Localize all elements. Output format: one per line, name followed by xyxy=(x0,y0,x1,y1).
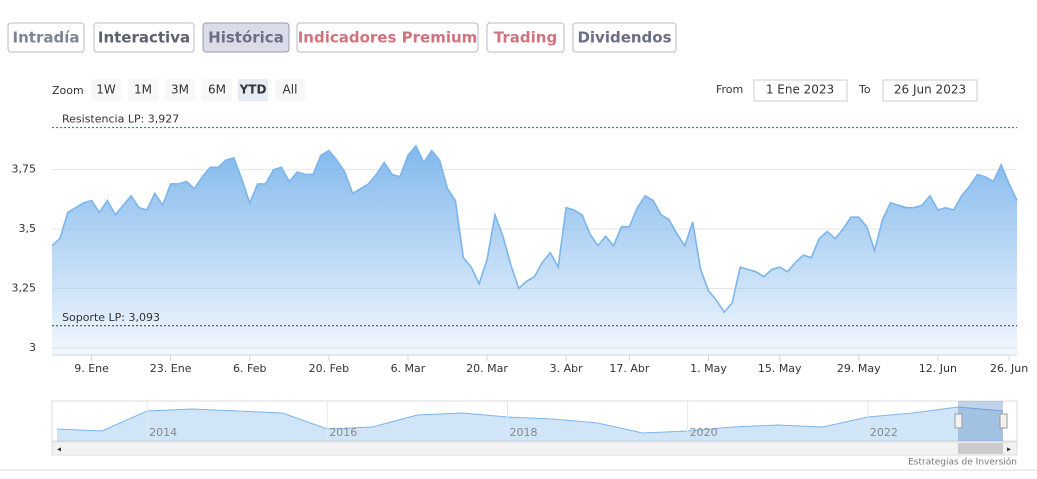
tab-label[interactable]: Histórica xyxy=(208,29,284,47)
x-tick-label: 29. May xyxy=(837,362,881,375)
navigator-label: 2020 xyxy=(690,426,718,439)
navigator-label: 2016 xyxy=(329,426,357,439)
zoom-button[interactable] xyxy=(275,79,305,101)
x-tick-label: 20. Feb xyxy=(309,362,349,375)
x-tick-label: 3. Abr xyxy=(550,362,583,375)
plot-line-label: Soporte LP: 3,093 xyxy=(62,311,160,324)
x-tick-label: 9. Ene xyxy=(74,362,109,375)
tab-label[interactable]: Dividendos xyxy=(577,29,671,47)
credits[interactable]: Estrategias de Inversión xyxy=(908,457,1017,468)
x-tick-label: 6. Feb xyxy=(233,362,266,375)
navigator-label: 2018 xyxy=(509,426,537,439)
tab-label[interactable]: Trading xyxy=(494,29,557,47)
from-value[interactable]: 1 Ene 2023 xyxy=(766,83,834,97)
zoom-button[interactable] xyxy=(165,79,195,101)
navigator-window[interactable] xyxy=(958,401,1003,441)
tab-label[interactable]: Indicadores Premium xyxy=(298,29,478,47)
to-value[interactable]: 26 Jun 2023 xyxy=(894,83,966,97)
x-tick-label: 26. Jun xyxy=(990,362,1028,375)
tab-button[interactable] xyxy=(202,22,290,53)
zoom-label: Zoom xyxy=(52,84,84,97)
zoom-button[interactable] xyxy=(91,79,121,101)
navigator-frame xyxy=(51,400,1018,442)
scroll-right[interactable]: ▸ xyxy=(1007,445,1011,454)
to-input[interactable] xyxy=(882,79,978,102)
zoom-button-label[interactable]: 1W xyxy=(96,83,116,97)
tab-label[interactable]: Interactiva xyxy=(98,29,190,47)
y-tick-label: 3 xyxy=(29,341,36,354)
tab-button[interactable] xyxy=(572,22,677,53)
x-tick-label: 1. May xyxy=(690,362,727,375)
x-tick-label: 15. May xyxy=(758,362,802,375)
navigator-area xyxy=(57,407,1003,441)
tab-button[interactable] xyxy=(486,22,565,53)
x-tick-label: 20. Mar xyxy=(466,362,508,375)
tab-button[interactable] xyxy=(7,22,85,53)
to-label: To xyxy=(858,83,871,96)
area xyxy=(52,145,1017,355)
tab-button[interactable] xyxy=(93,22,195,53)
zoom-button[interactable] xyxy=(128,79,158,101)
y-tick-label: 3,75 xyxy=(12,163,37,176)
navigator-handle[interactable] xyxy=(954,413,963,429)
scrollbar[interactable] xyxy=(51,441,1018,456)
zoom-button-label[interactable]: YTD xyxy=(239,83,267,97)
zoom-button-label[interactable]: 3M xyxy=(171,83,189,97)
zoom-button-label[interactable]: All xyxy=(283,83,298,97)
zoom-button[interactable] xyxy=(202,79,232,101)
navigator-line xyxy=(56,406,1004,434)
zoom-button-label[interactable]: 1M xyxy=(134,83,152,97)
x-tick-label: 12. Jun xyxy=(919,362,957,375)
tab-button[interactable] xyxy=(296,22,479,53)
navigator-label: 2022 xyxy=(870,426,898,439)
scrollbar-thumb[interactable] xyxy=(958,443,1003,454)
from-label: From xyxy=(716,83,743,96)
plot-line-label: Resistencia LP: 3,927 xyxy=(62,113,179,126)
navigator-label: 2014 xyxy=(149,426,177,439)
zoom-button-label[interactable]: 6M xyxy=(208,83,226,97)
tab-label[interactable]: Intradía xyxy=(13,29,80,47)
x-tick-label: 6. Mar xyxy=(391,362,426,375)
zoom-button[interactable] xyxy=(238,79,268,101)
y-tick-label: 3,5 xyxy=(19,222,37,235)
scroll-left[interactable]: ◂ xyxy=(57,445,61,454)
x-tick-label: 17. Abr xyxy=(609,362,649,375)
y-tick-label: 3,25 xyxy=(12,281,37,294)
from-input[interactable] xyxy=(753,79,848,102)
line xyxy=(51,144,1018,314)
x-tick-label: 23. Ene xyxy=(150,362,192,375)
navigator-handle[interactable] xyxy=(999,413,1008,429)
